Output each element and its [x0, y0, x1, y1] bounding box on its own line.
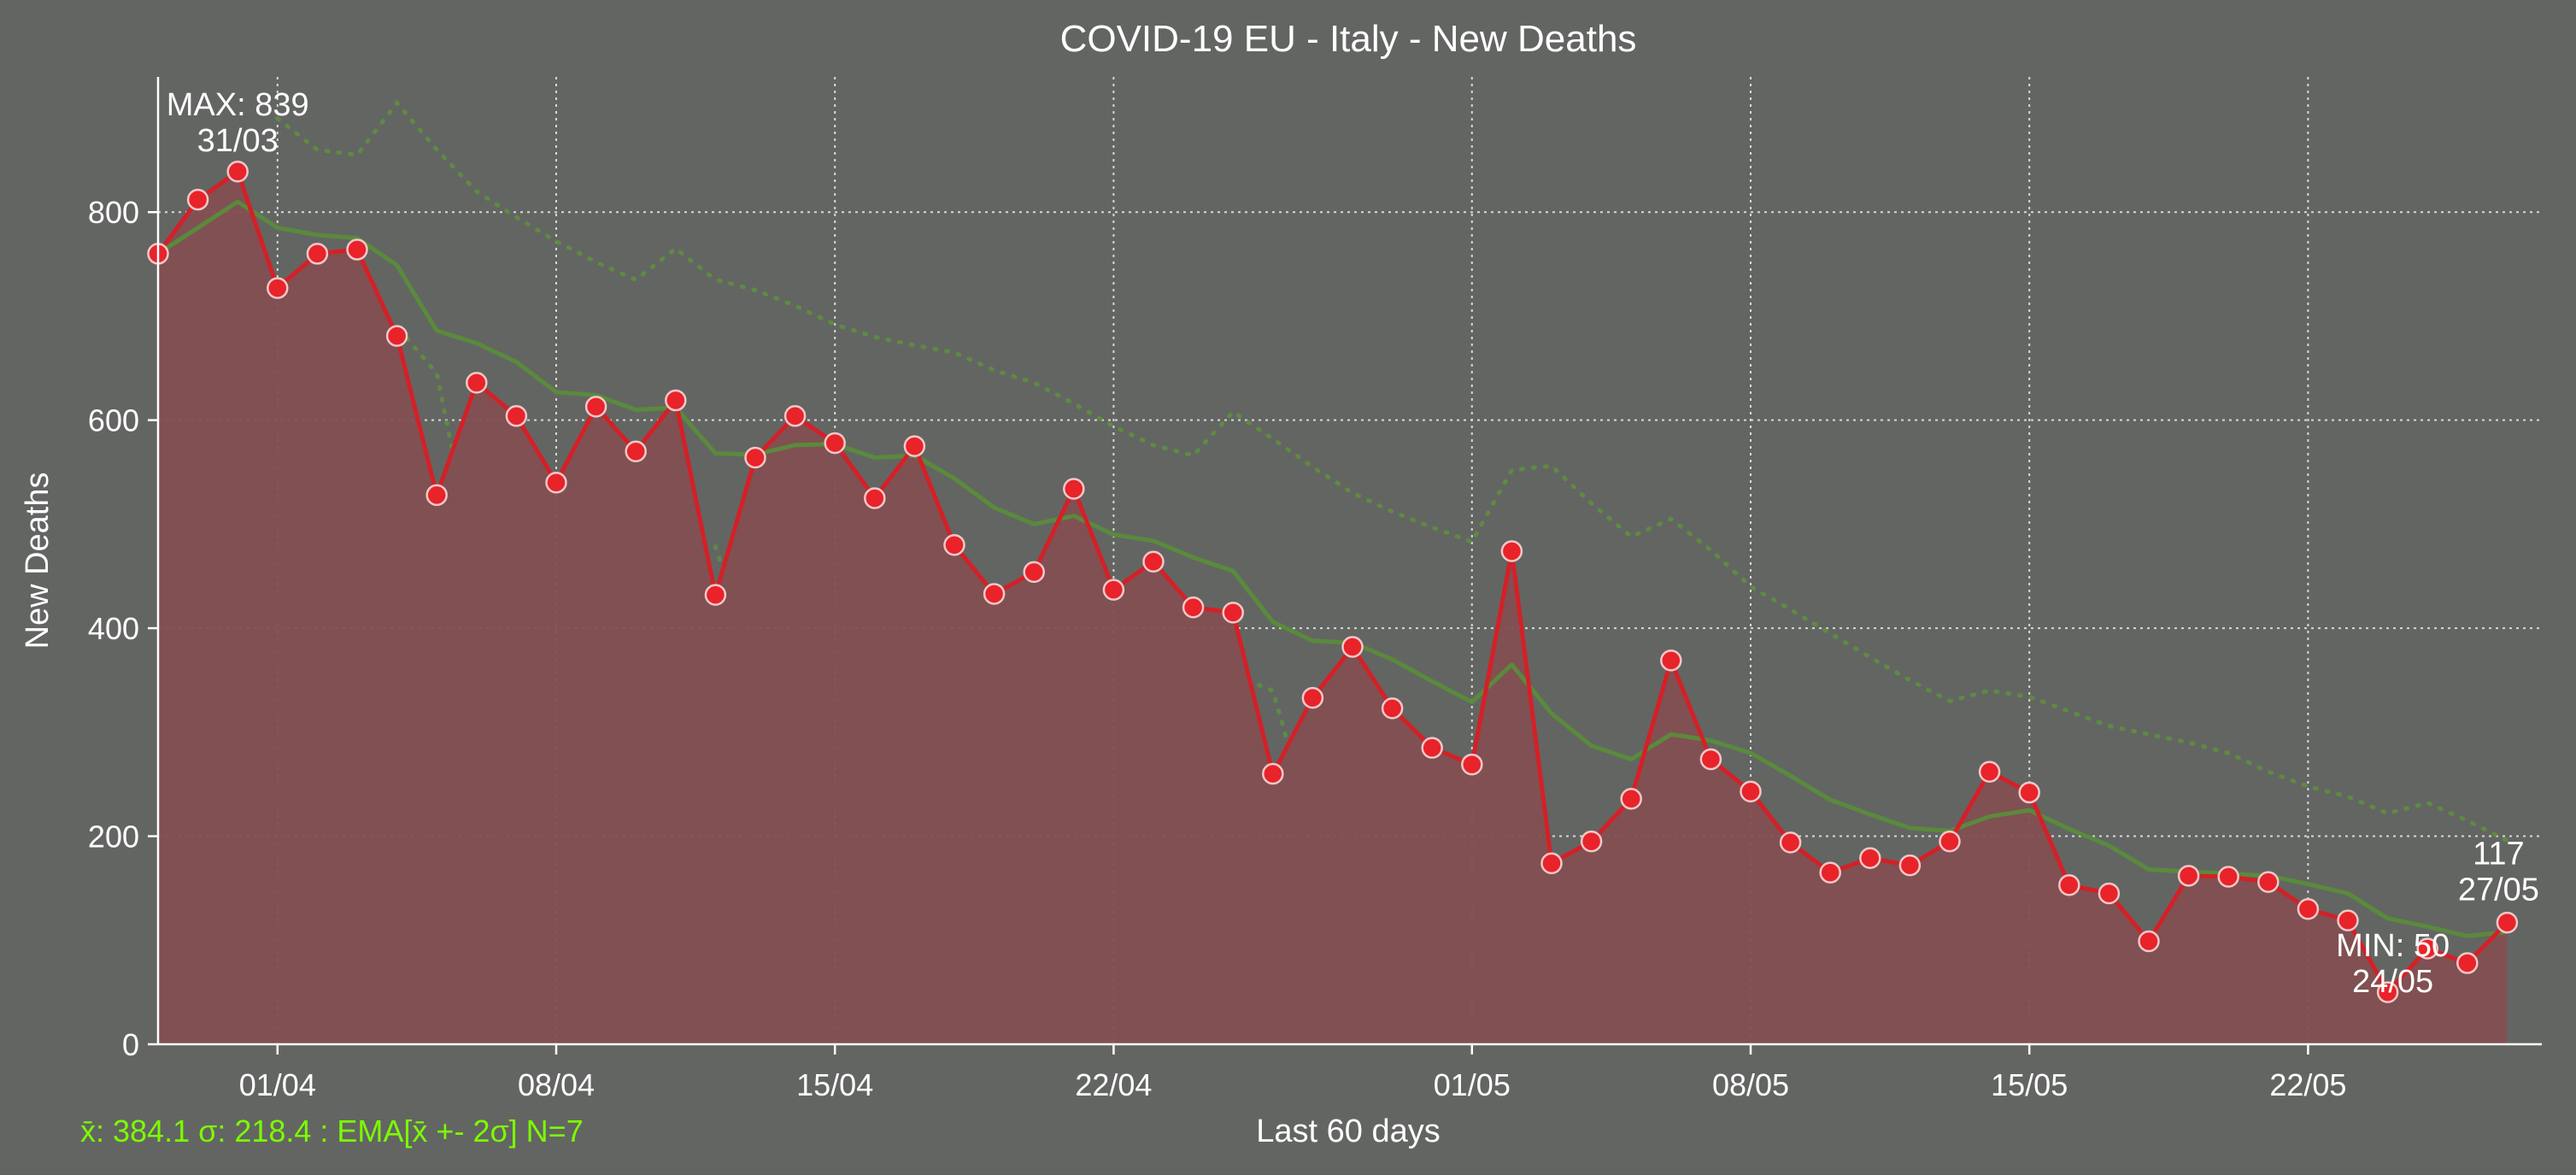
- data-point: [943, 533, 965, 556]
- data-point: [505, 405, 528, 427]
- data-point: [1182, 596, 1205, 619]
- data-point: [425, 484, 448, 507]
- x-tick-label: 15/05: [1991, 1067, 2068, 1102]
- data-point: [2337, 909, 2359, 931]
- data-point: [1222, 602, 1244, 624]
- y-tick-label: 0: [122, 1027, 139, 1062]
- data-point: [983, 583, 1006, 605]
- data-point: [824, 432, 846, 455]
- x-tick-label: 08/04: [518, 1067, 595, 1102]
- x-tick-label: 01/05: [1434, 1067, 1511, 1102]
- x-tick-label: 15/04: [796, 1067, 873, 1102]
- data-point: [1102, 579, 1125, 601]
- annotation-last-date: 27/05: [2458, 872, 2539, 908]
- data-point: [2376, 981, 2399, 1003]
- data-point: [385, 325, 408, 347]
- x-ticks: 01/04 08/04 15/04 22/04 01/05 08/05 15/05 22/05: [239, 1044, 2346, 1102]
- ema-line: [156, 199, 2508, 938]
- x-tick-label: 01/04: [239, 1067, 316, 1102]
- data-markers: [147, 161, 2519, 1003]
- data-point: [346, 238, 368, 261]
- data-point: [1580, 830, 1603, 853]
- data-point: [1063, 478, 1085, 500]
- data-point: [2297, 898, 2320, 920]
- data-point: [2098, 882, 2121, 905]
- data-point: [2217, 866, 2239, 888]
- chart-title: COVID-19 EU - Italy - New Deaths: [1060, 18, 1637, 60]
- data-point: [1898, 854, 1922, 877]
- y-tick-label: 400: [88, 611, 139, 646]
- data-point: [306, 243, 329, 265]
- data-point: [1461, 753, 1483, 776]
- y-axis-label: New Deaths: [20, 473, 56, 649]
- deaths-area: [158, 171, 2508, 1044]
- data-point: [1540, 852, 1563, 874]
- x-tick-label: 22/05: [2269, 1067, 2346, 1102]
- data-point: [1421, 737, 1443, 759]
- data-point: [2058, 874, 2080, 896]
- data-point: [2416, 937, 2438, 960]
- data-point: [903, 435, 926, 457]
- x-tick-label: 22/04: [1075, 1067, 1152, 1102]
- data-point: [1301, 686, 1324, 709]
- data-point: [2257, 871, 2280, 893]
- stats-label: x̄: 384.1 σ: 218.4 : EMA[x̄ +- 2σ] N=7: [80, 1113, 584, 1149]
- data-point: [2018, 781, 2040, 804]
- y-tick-label: 600: [88, 403, 139, 438]
- data-point: [1660, 649, 1682, 672]
- y-tick-label: 800: [88, 195, 139, 230]
- data-point: [2177, 865, 2200, 887]
- annotation-last-value: 117: [2473, 837, 2525, 872]
- data-point: [1740, 780, 1762, 802]
- data-area-fill: [158, 171, 2508, 1044]
- data-point: [625, 440, 647, 462]
- data-point: [704, 584, 727, 606]
- data-point: [466, 372, 488, 394]
- data-point: [267, 277, 289, 299]
- annotation-max-date: 31/03: [197, 123, 279, 159]
- data-point: [186, 188, 209, 211]
- data-point: [226, 161, 249, 183]
- data-point: [1500, 540, 1523, 562]
- data-point: [1859, 847, 1881, 869]
- data-point: [665, 389, 687, 412]
- annotation-max-value: MAX: 839: [167, 87, 309, 123]
- data-point: [1262, 762, 1284, 785]
- data-point: [545, 471, 567, 494]
- ema-band-upper: [275, 99, 2509, 843]
- y-tick-label: 200: [88, 820, 139, 855]
- annotation-min-value: MIN: 50: [2336, 928, 2450, 964]
- x-axis-label: Last 60 days: [1256, 1113, 1440, 1149]
- data-point: [1381, 697, 1404, 720]
- data-point: [1142, 550, 1165, 573]
- data-point: [2456, 952, 2479, 974]
- data-point: [2138, 930, 2160, 953]
- y-ticks: 0 200 400 600 800: [88, 195, 158, 1062]
- data-point: [584, 396, 607, 418]
- data-point: [783, 405, 807, 427]
- data-point: [1779, 831, 1802, 854]
- data-point: [1341, 636, 1364, 658]
- data-point: [1620, 787, 1642, 810]
- data-point: [1023, 561, 1045, 584]
- data-point: [1699, 748, 1722, 771]
- ema-series-line: [156, 199, 2508, 938]
- ema-upper-band-line: [275, 99, 2509, 843]
- data-point: [1939, 830, 1961, 853]
- data-point: [744, 446, 766, 469]
- data-point: [1978, 761, 2001, 783]
- data-point: [864, 487, 886, 509]
- data-point: [1819, 861, 1841, 884]
- x-tick-label: 08/05: [1712, 1067, 1789, 1102]
- data-point: [2496, 911, 2519, 934]
- annotation-min-date: 24/05: [2352, 964, 2433, 1000]
